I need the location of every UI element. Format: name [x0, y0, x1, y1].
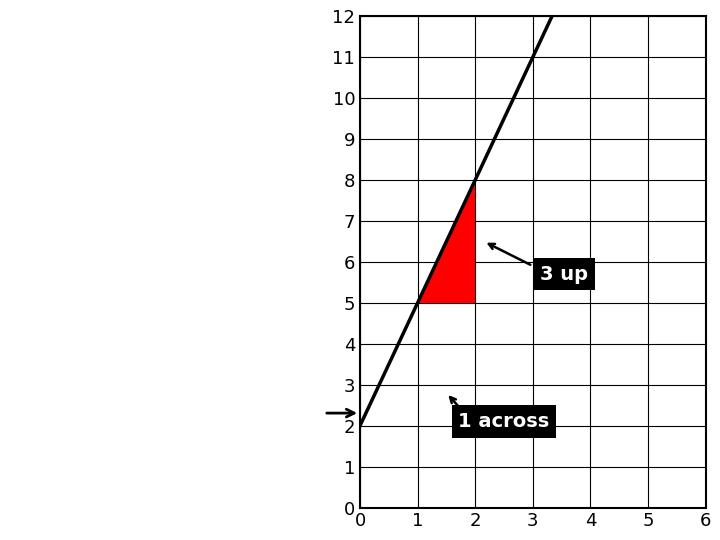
- Polygon shape: [418, 180, 475, 303]
- Text: Intercept is 2: Intercept is 2: [181, 403, 309, 423]
- Text: $y = 3x + 2$: $y = 3x + 2$: [109, 342, 226, 369]
- Text: 1 across: 1 across: [459, 412, 549, 431]
- Text: 3 up: 3 up: [541, 265, 588, 284]
- Text: The gradient is 3
because  the line
slopes upwards 3 for
every one square
across: The gradient is 3 because the line slope…: [25, 33, 242, 169]
- Text: The equation of the line is: The equation of the line is: [40, 299, 295, 318]
